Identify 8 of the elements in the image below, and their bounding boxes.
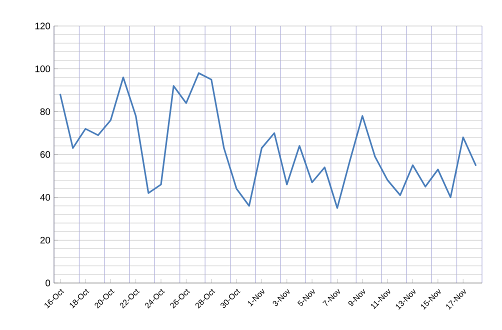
- y-tick-label: 20: [40, 236, 50, 244]
- y-tick-label: 40: [40, 194, 50, 201]
- y-tick-label: 0: [46, 280, 50, 286]
- y-tick-label: 80: [40, 108, 50, 116]
- line-series: [59, 72, 477, 209]
- y-tick-label: 100: [35, 65, 50, 72]
- y-tick-label: 60: [40, 151, 50, 158]
- y-tick-label: 120: [35, 22, 50, 30]
